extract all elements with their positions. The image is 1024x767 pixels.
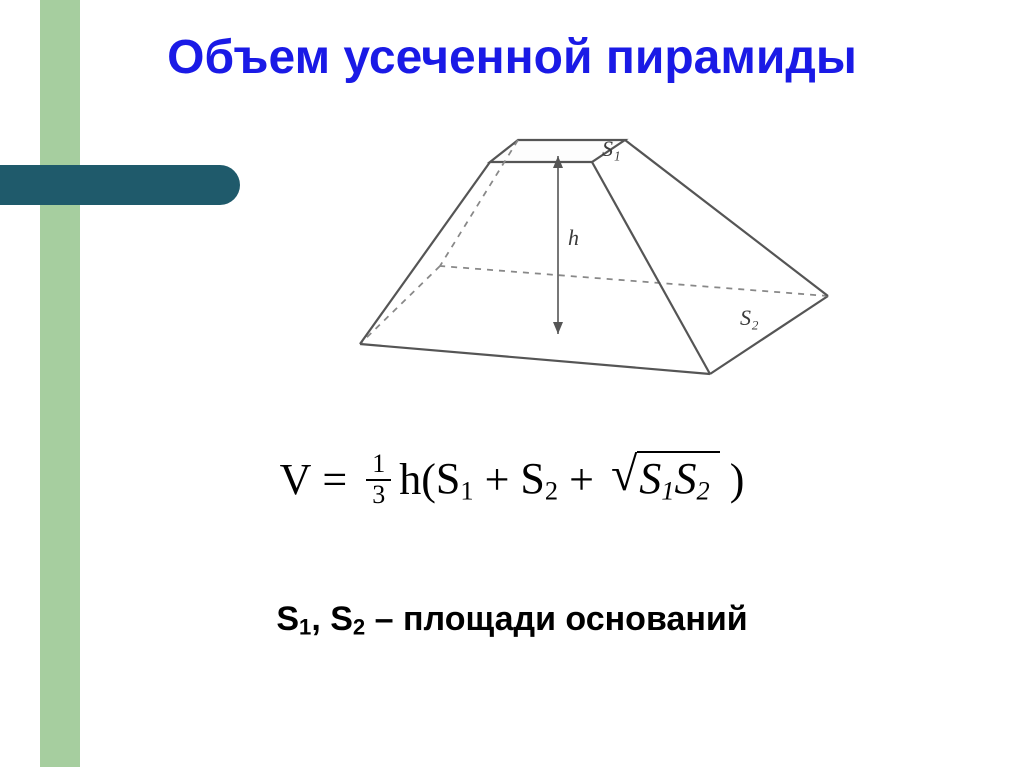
formula-eq: = (311, 454, 358, 505)
fraction-den: 3 (366, 481, 391, 510)
fraction-num: 1 (366, 450, 391, 481)
slide-title: Объем усеченной пирамиды (0, 30, 1024, 85)
left-stripe (40, 0, 80, 767)
frustum-svg: S₁ S₂ h (280, 100, 840, 400)
svg-text:h: h (568, 225, 579, 250)
formula-close: ) (730, 454, 745, 505)
formula-sqrt: √ S1S2 (611, 451, 720, 507)
formula-S1: S1 (436, 453, 474, 507)
volume-formula: V = 1 3 h ( S1 + S2 + √ S1S2 ) (0, 450, 1024, 509)
accent-pill (0, 165, 240, 205)
sqrt-radical-icon: √ (611, 451, 637, 499)
formula-h: h (399, 454, 421, 505)
formula-plus1: + (474, 454, 521, 505)
formula-S2: S2 (520, 453, 558, 507)
formula-plus2: + (558, 454, 605, 505)
legend-text: S1, S2 – площади оснований (0, 600, 1024, 640)
sqrt-radicand: S1S2 (637, 451, 719, 507)
formula-V: V (280, 454, 312, 505)
formula-open: ( (421, 454, 436, 505)
formula-fraction: 1 3 (366, 450, 391, 509)
svg-text:S₁: S₁ (602, 136, 621, 161)
frustum-diagram: S₁ S₂ h (280, 100, 840, 400)
slide-stage: Объем усеченной пирамиды S₁ S₂ h V = 1 3 h… (0, 0, 1024, 767)
svg-text:S₂: S₂ (740, 305, 759, 330)
